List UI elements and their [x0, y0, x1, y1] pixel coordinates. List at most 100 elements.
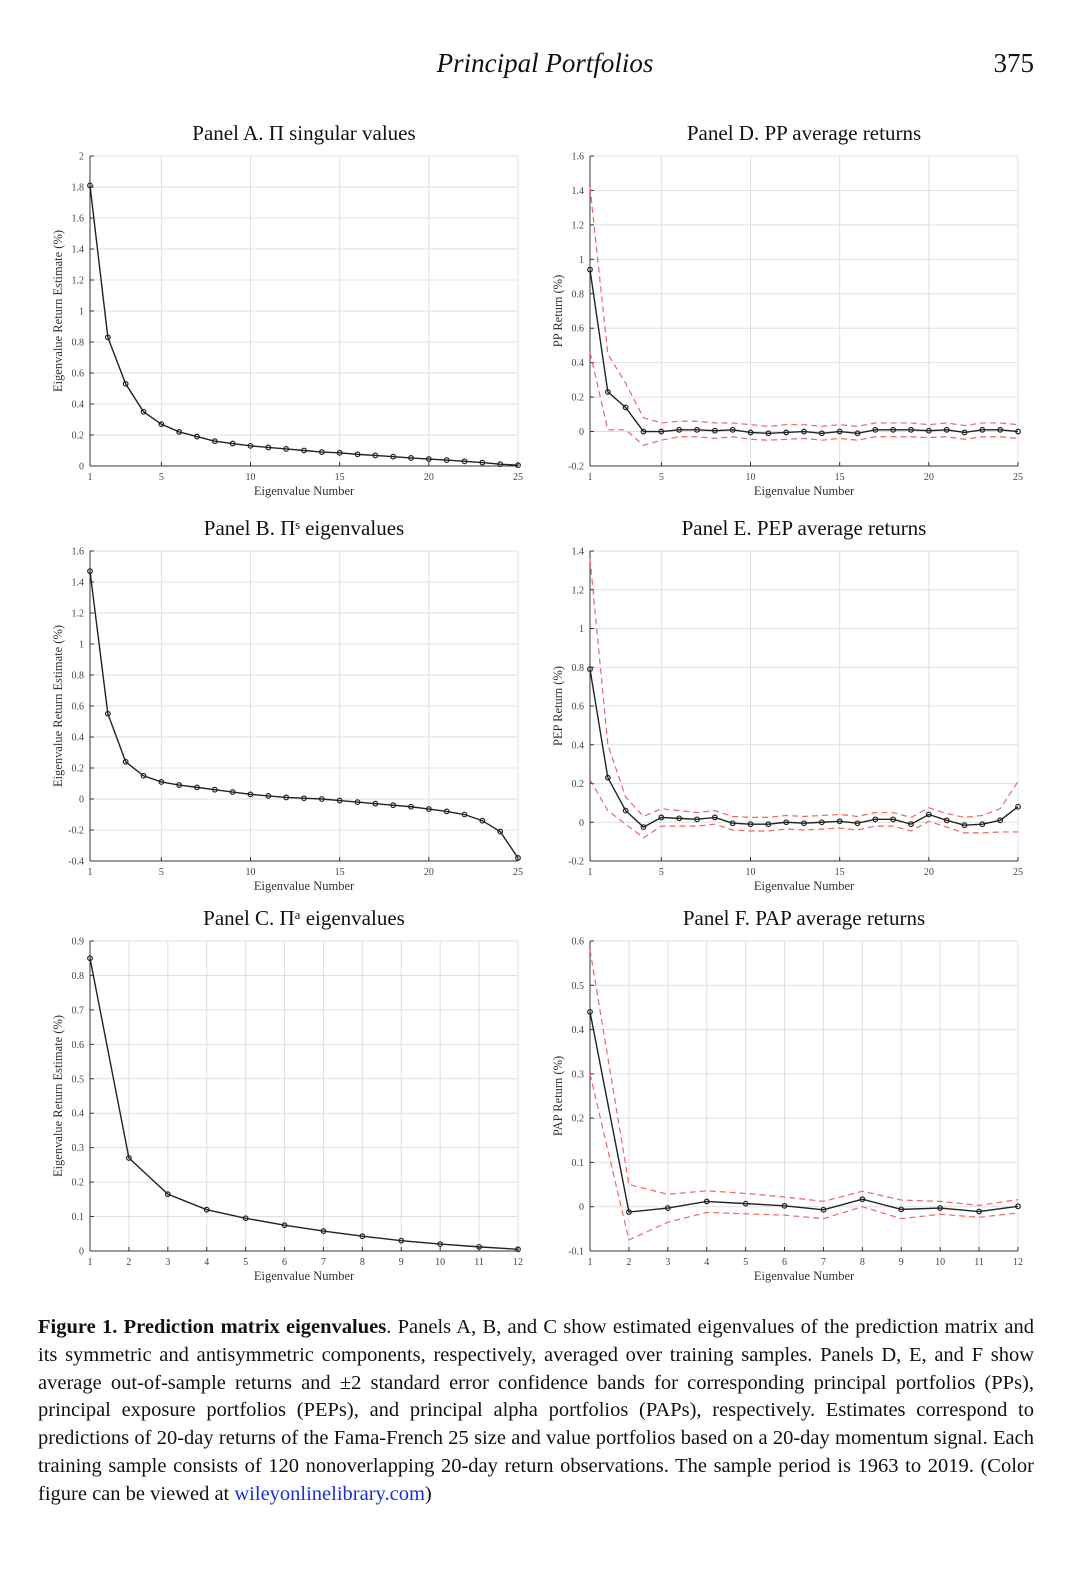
- y-tick-label: 0.6: [72, 369, 85, 380]
- upper-confidence-band: [589, 558, 1019, 819]
- data-point: [320, 1228, 327, 1234]
- data-point: [765, 430, 772, 437]
- y-tick-label: 1.6: [72, 214, 85, 225]
- x-tick-label: 1: [588, 1257, 593, 1268]
- data-point: [425, 806, 432, 812]
- x-tick-label: 25: [1013, 867, 1023, 878]
- data-point: [104, 710, 111, 717]
- y-tick-label: -0.1: [568, 1247, 584, 1258]
- x-axis-label: Eigenvalue Number: [754, 484, 855, 498]
- data-point: [890, 426, 897, 433]
- y-tick-label: 0.6: [572, 702, 585, 713]
- caption-title: Prediction matrix eigenvalues: [123, 1316, 387, 1338]
- y-tick-label: 1: [579, 255, 584, 266]
- y-tick-label: 1.2: [572, 220, 585, 231]
- y-axis-label: PEP Return (%): [551, 666, 565, 746]
- data-point: [703, 1198, 710, 1205]
- panel-a-chart: Panel A. Π singular values 1 5 10 15 20 25 0 0.2…: [40, 112, 540, 502]
- data-point: [354, 799, 361, 806]
- data-point: [1015, 803, 1021, 810]
- y-tick-label: 1.4: [72, 578, 85, 589]
- data-point: [836, 428, 843, 435]
- x-tick-label: 10: [246, 472, 256, 483]
- data-point: [194, 784, 200, 791]
- running-title: Principal Portfolios: [436, 48, 654, 78]
- y-tick-label: 0.4: [572, 1025, 585, 1036]
- y-tick-label: 0.2: [72, 764, 85, 775]
- y-tick-label: 0.8: [72, 338, 85, 349]
- page-number: 375: [993, 48, 1035, 78]
- x-tick-label: 6: [782, 1257, 787, 1268]
- data-point: [126, 1155, 132, 1161]
- y-tick-label: 1.6: [572, 152, 585, 163]
- data-point: [479, 817, 486, 824]
- data-point: [604, 774, 611, 781]
- x-tick-label: 15: [335, 472, 345, 483]
- x-tick-label: 5: [659, 472, 664, 483]
- data-point: [859, 1196, 866, 1203]
- y-tick-label: 0.8: [72, 671, 85, 682]
- data-point: [587, 266, 593, 273]
- y-tick-label: 0: [579, 427, 584, 438]
- data-point: [283, 794, 290, 801]
- series-line: [589, 669, 1019, 828]
- data-point: [194, 433, 200, 440]
- chart-title: Panel A. Π singular values: [192, 121, 415, 145]
- y-tick-label: 0.3: [72, 1143, 85, 1154]
- x-tick-label: 5: [743, 1257, 748, 1268]
- data-point: [622, 404, 629, 411]
- data-point: [626, 1209, 632, 1215]
- data-point: [87, 182, 93, 189]
- data-point: [497, 828, 504, 835]
- x-tick-label: 1: [88, 472, 93, 483]
- data-point: [318, 449, 325, 455]
- y-tick-label: 1: [79, 640, 84, 651]
- data-point: [997, 817, 1004, 824]
- x-tick-label: 1: [88, 1257, 93, 1268]
- data-point: [820, 1206, 827, 1213]
- data-point: [783, 429, 790, 436]
- data-point: [497, 461, 504, 468]
- y-tick-label: 0.6: [572, 324, 585, 335]
- y-tick-label: 0.4: [72, 733, 85, 744]
- y-tick-label: 1.8: [72, 183, 85, 194]
- data-point: [765, 821, 772, 828]
- lower-confidence-band: [589, 1073, 1019, 1241]
- x-tick-label: 7: [321, 1257, 326, 1268]
- y-tick-label: 0: [579, 818, 584, 829]
- x-tick-label: 15: [835, 472, 845, 483]
- data-point: [1015, 428, 1021, 435]
- data-point: [872, 816, 879, 823]
- series-line: [589, 1011, 1019, 1213]
- x-tick-label: 5: [159, 867, 164, 878]
- data-point: [281, 1222, 288, 1229]
- data-point: [265, 793, 272, 799]
- data-point: [872, 426, 879, 433]
- data-point: [836, 818, 843, 825]
- data-point: [783, 819, 790, 826]
- lower-confidence-band: [589, 779, 1018, 839]
- figure-caption: Figure 1. Prediction matrix eigenvalues.…: [38, 1314, 1034, 1509]
- data-point: [943, 426, 950, 433]
- y-tick-label: 2: [79, 152, 84, 163]
- x-tick-label: 9: [399, 1257, 404, 1268]
- caption-link[interactable]: wileyonlinelibrary.com: [234, 1482, 425, 1505]
- x-tick-label: 15: [335, 867, 345, 878]
- data-point: [711, 814, 718, 821]
- x-tick-label: 3: [665, 1257, 670, 1268]
- data-point: [676, 426, 683, 433]
- data-point: [729, 426, 736, 433]
- data-point: [372, 452, 379, 459]
- y-tick-label: 0.8: [72, 971, 85, 982]
- y-tick-label: 0.5: [572, 981, 585, 992]
- y-tick-label: 0.2: [572, 779, 585, 790]
- data-point: [976, 1208, 982, 1215]
- panel-b-chart: Panel B. Πˢ eigenvalues 1 5 10 15 20 25 -0.4 -0.…: [40, 507, 540, 897]
- x-axis-label: Eigenvalue Number: [754, 1269, 855, 1283]
- y-tick-label: 1.4: [72, 245, 85, 256]
- y-tick-label: 0.4: [72, 400, 85, 411]
- y-tick-label: 0.8: [572, 663, 585, 674]
- x-tick-label: 15: [835, 867, 845, 878]
- data-point: [515, 462, 521, 469]
